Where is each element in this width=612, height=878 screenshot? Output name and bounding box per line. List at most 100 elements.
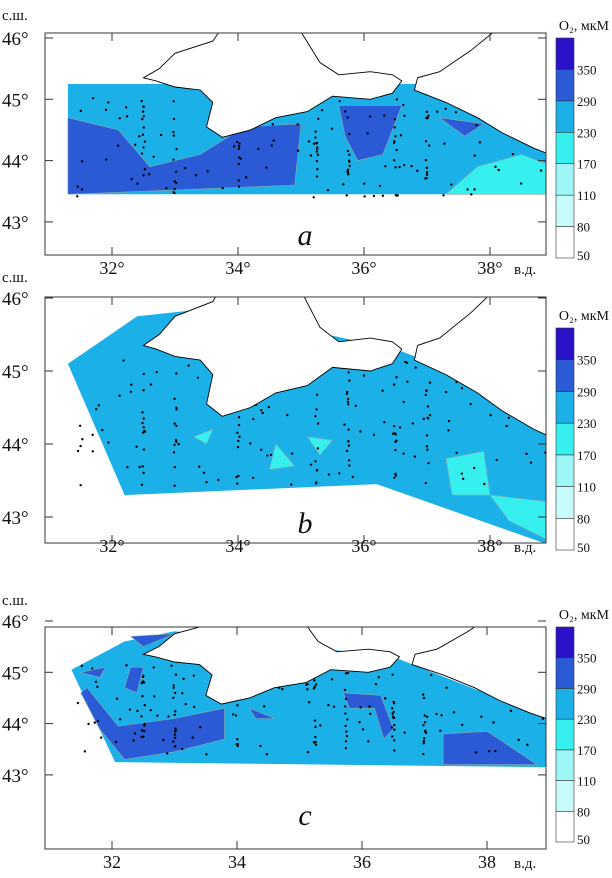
station-point bbox=[79, 444, 82, 448]
caucasus-land bbox=[413, 297, 546, 436]
station-point bbox=[342, 183, 345, 186]
station-point bbox=[428, 413, 432, 417]
station-point bbox=[368, 115, 372, 118]
station-point bbox=[87, 722, 90, 726]
station-point bbox=[265, 166, 268, 169]
colorbar-level-label: 50 bbox=[577, 832, 590, 847]
station-point bbox=[142, 417, 145, 420]
station-point bbox=[138, 465, 141, 469]
oxygen-contour-region bbox=[445, 450, 491, 496]
station-point bbox=[143, 168, 147, 171]
colorbar-title: O₂, мкМ bbox=[559, 309, 610, 324]
station-point bbox=[392, 424, 396, 428]
station-point bbox=[392, 716, 395, 720]
station-point bbox=[175, 147, 178, 151]
station-point bbox=[115, 697, 119, 700]
station-point bbox=[177, 442, 180, 446]
station-point bbox=[394, 440, 397, 444]
station-point bbox=[362, 374, 366, 377]
station-point bbox=[344, 672, 348, 675]
station-point bbox=[320, 108, 324, 112]
station-point bbox=[427, 461, 430, 465]
station-point bbox=[343, 423, 346, 426]
station-point bbox=[194, 174, 198, 177]
station-point bbox=[368, 705, 371, 708]
station-point bbox=[488, 750, 491, 753]
station-point bbox=[236, 431, 239, 435]
station-point bbox=[394, 193, 398, 197]
station-point bbox=[136, 182, 139, 185]
station-point bbox=[312, 196, 315, 199]
station-point bbox=[425, 434, 429, 437]
station-point bbox=[344, 697, 348, 701]
station-point bbox=[174, 673, 178, 676]
colorbar-level-label: 170 bbox=[577, 448, 597, 463]
station-point bbox=[237, 162, 241, 166]
station-point bbox=[315, 150, 319, 153]
station-point bbox=[175, 372, 178, 375]
station-point bbox=[312, 142, 316, 145]
station-point bbox=[141, 117, 144, 121]
station-point bbox=[138, 135, 141, 138]
station-point bbox=[478, 141, 482, 144]
station-point bbox=[249, 442, 252, 445]
station-point bbox=[423, 721, 427, 724]
station-point bbox=[148, 173, 151, 176]
station-point bbox=[348, 153, 351, 157]
colorbar-level-label: 230 bbox=[577, 125, 597, 140]
colorbar-segment bbox=[555, 517, 575, 551]
station-point bbox=[265, 753, 269, 756]
station-point bbox=[439, 729, 442, 733]
station-point bbox=[369, 712, 372, 715]
map-frame bbox=[44, 626, 547, 850]
station-point bbox=[183, 166, 187, 170]
station-point bbox=[346, 116, 349, 119]
station-point bbox=[425, 389, 428, 392]
station-point bbox=[344, 747, 348, 750]
station-point bbox=[141, 421, 144, 425]
colorbar-level-label: 110 bbox=[577, 774, 596, 789]
station-point bbox=[149, 383, 153, 386]
station-point bbox=[142, 146, 145, 149]
station-point bbox=[455, 451, 458, 454]
station-point bbox=[76, 185, 79, 188]
station-point bbox=[235, 742, 238, 746]
station-point bbox=[174, 710, 177, 713]
station-point bbox=[142, 389, 145, 392]
station-point bbox=[424, 729, 427, 733]
lat-unit-label: с.ш. bbox=[2, 270, 28, 286]
station-point bbox=[252, 417, 255, 421]
station-point bbox=[173, 745, 177, 748]
station-point bbox=[345, 730, 348, 733]
station-point bbox=[403, 360, 407, 364]
station-point bbox=[114, 740, 118, 744]
station-point bbox=[172, 158, 175, 161]
station-point bbox=[348, 164, 351, 168]
station-point bbox=[314, 740, 317, 744]
station-point bbox=[392, 739, 396, 742]
station-point bbox=[393, 159, 396, 162]
station-point bbox=[125, 106, 128, 109]
station-point bbox=[541, 717, 545, 720]
station-point bbox=[165, 187, 168, 190]
station-point bbox=[422, 742, 425, 745]
station-point bbox=[494, 749, 497, 753]
lat-unit-label: с.ш. bbox=[2, 593, 28, 609]
station-point bbox=[290, 483, 293, 486]
station-point bbox=[143, 140, 147, 143]
station-point bbox=[141, 465, 144, 468]
station-point bbox=[444, 390, 448, 394]
sea-oxygen-field bbox=[67, 308, 546, 543]
station-point bbox=[205, 753, 208, 756]
station-point bbox=[495, 458, 498, 462]
station-point bbox=[452, 711, 456, 714]
station-point bbox=[143, 729, 146, 733]
map-panel-c: 43° 44° 45° 46° 32 34 36 38 с.ш. в.д. c O₂, мкМ 50 80… bbox=[2, 593, 610, 872]
station-point bbox=[141, 680, 145, 683]
station-point bbox=[312, 687, 316, 690]
colorbar-segment bbox=[555, 749, 575, 781]
station-point bbox=[266, 454, 269, 457]
station-point bbox=[402, 163, 406, 167]
station-point bbox=[447, 429, 450, 432]
lon-tick-label: 38 bbox=[478, 852, 496, 872]
